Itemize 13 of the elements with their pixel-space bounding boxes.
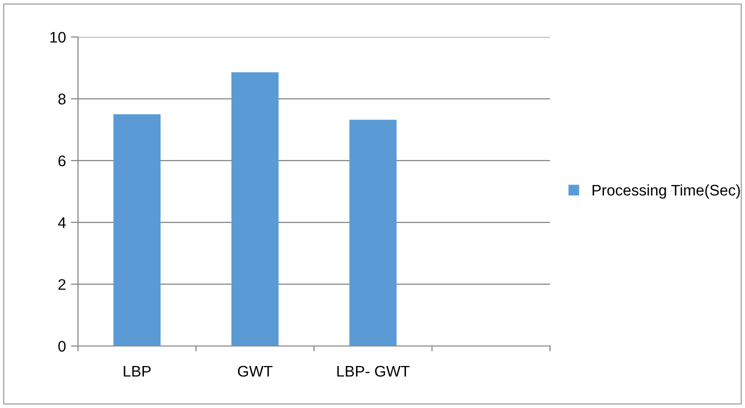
y-tick-label: 10: [50, 32, 66, 43]
legend-label: Processing Time(Sec): [592, 184, 740, 199]
y-tick-label: 8: [58, 94, 66, 104]
bar: [231, 72, 279, 346]
y-tick-label: 2: [58, 279, 66, 290]
y-tick-label: 0: [58, 340, 66, 352]
y-tick-label: 4: [58, 217, 66, 228]
bar: [113, 114, 161, 346]
x-tick-label: LBP- GWT: [337, 366, 410, 377]
x-tick-label: LBP: [124, 366, 151, 377]
bar: [349, 120, 397, 346]
y-tick-label: 6: [58, 155, 66, 166]
x-tick-label: GWT: [238, 366, 272, 377]
